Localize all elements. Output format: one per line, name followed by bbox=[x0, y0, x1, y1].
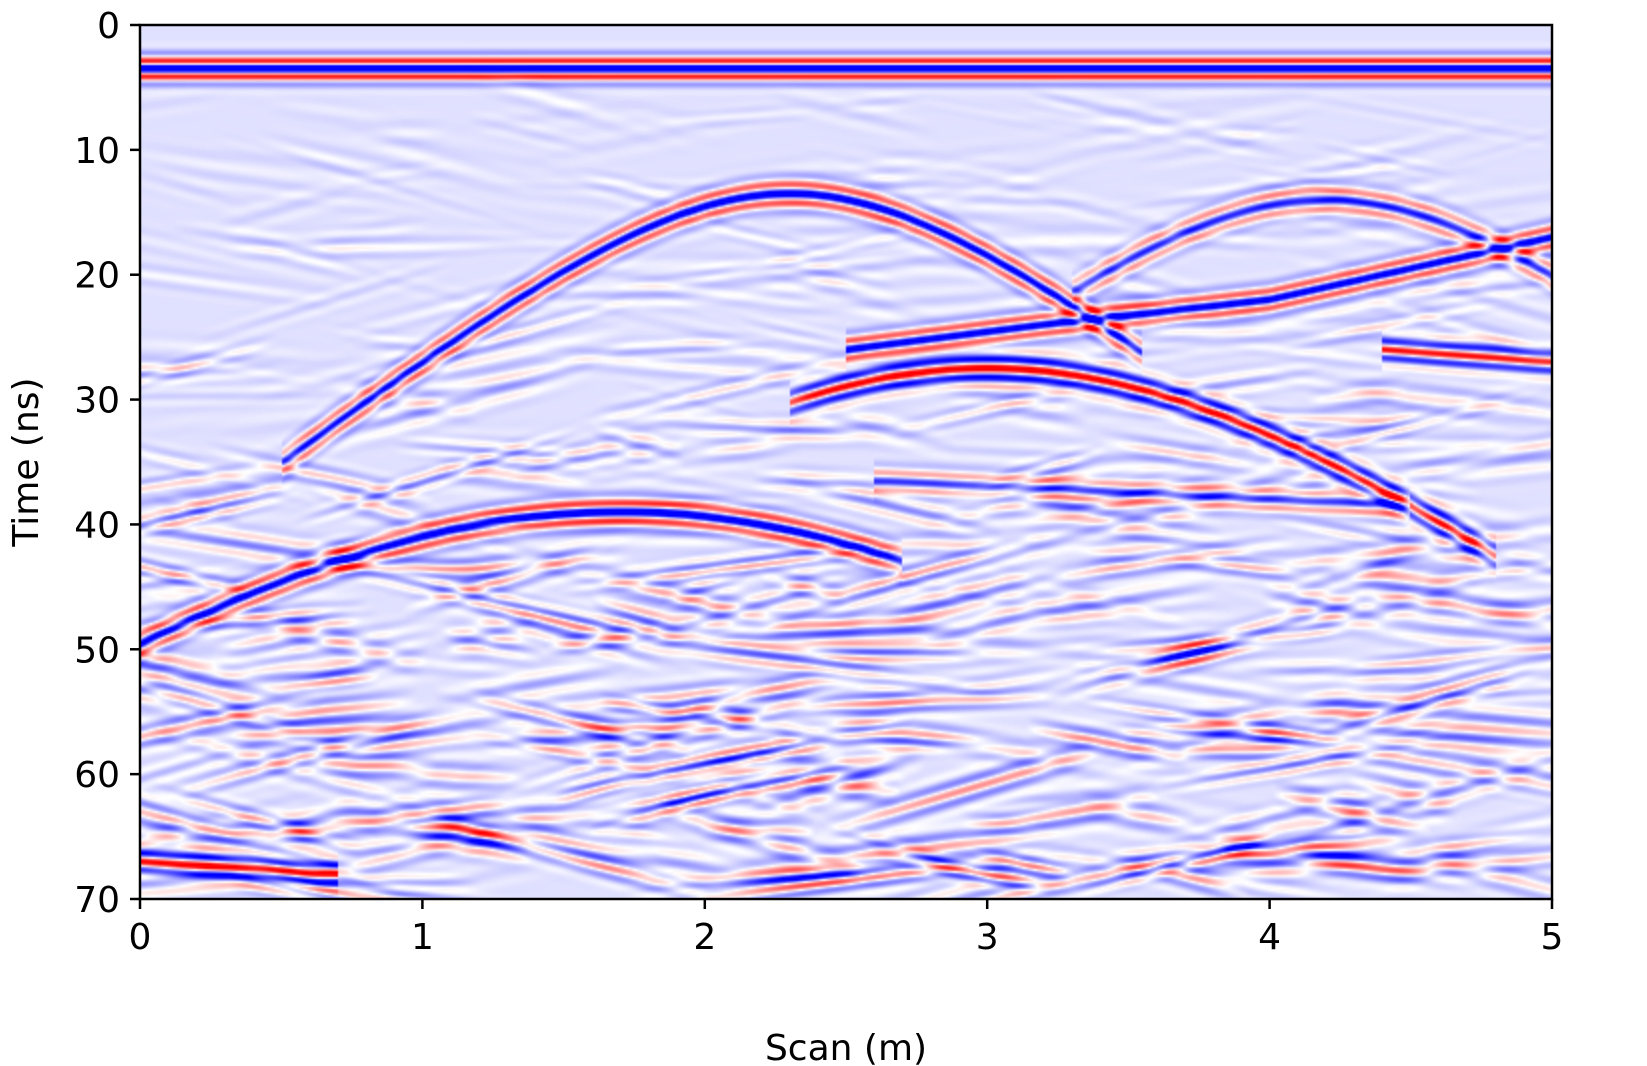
y-tick-label: 10 bbox=[74, 131, 120, 172]
x-axis-label: Scan (m) bbox=[765, 1028, 927, 1066]
y-tick-label: 0 bbox=[97, 6, 120, 47]
radargram-raster bbox=[140, 25, 1552, 899]
y-tick-label: 70 bbox=[74, 880, 120, 921]
x-tick-label: 5 bbox=[1541, 917, 1564, 958]
x-tick-label: 1 bbox=[411, 917, 434, 958]
y-tick-label: 40 bbox=[74, 505, 120, 546]
y-tick-label: 50 bbox=[74, 630, 120, 671]
y-tick-label: 30 bbox=[74, 381, 120, 422]
x-tick-label: 4 bbox=[1258, 917, 1281, 958]
y-tick-label: 20 bbox=[74, 256, 120, 297]
y-axis-label: Time (ns) bbox=[6, 377, 47, 547]
plot-frame bbox=[138, 23, 1554, 901]
y-tick-label: 60 bbox=[74, 755, 120, 796]
x-axis-ticks: 0 1 2 3 4 5 bbox=[129, 899, 1564, 958]
y-axis-ticks: 0 10 20 30 40 50 60 70 bbox=[74, 6, 140, 921]
x-tick-label: 3 bbox=[976, 917, 999, 958]
x-tick-label: 0 bbox=[129, 917, 152, 958]
radargram-image bbox=[140, 25, 1552, 899]
x-tick-label: 2 bbox=[693, 917, 716, 958]
